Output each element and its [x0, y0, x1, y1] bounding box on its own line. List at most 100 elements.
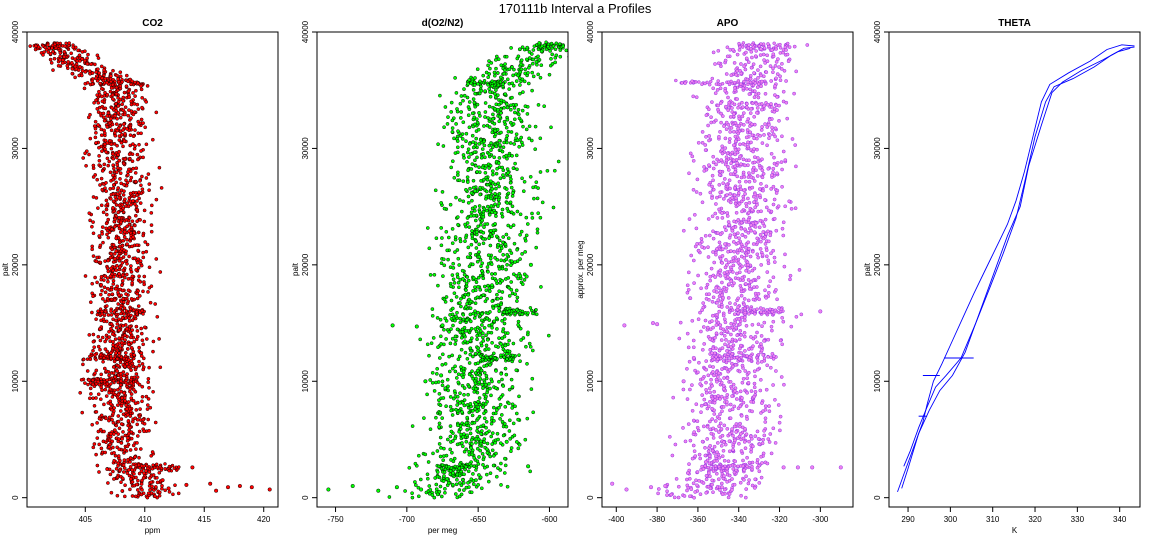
o2n2-point: [479, 178, 483, 183]
co2-point: [105, 296, 110, 301]
o2n2-point: [485, 447, 489, 452]
co2-point: [118, 360, 123, 365]
o2n2-point: [501, 168, 506, 173]
co2-point: [110, 83, 115, 87]
o2n2-point: [494, 186, 498, 191]
co2-point: [91, 332, 96, 337]
co2-point: [120, 288, 125, 293]
co2-point: [82, 86, 87, 91]
co2-point: [99, 86, 104, 91]
apo-point: [763, 404, 768, 409]
o2n2-point: [483, 89, 487, 93]
o2n2-point: [499, 258, 504, 263]
o2n2-point: [536, 211, 541, 216]
apo-point: [750, 101, 755, 106]
apo-point: [764, 387, 769, 392]
apo-point: [703, 318, 708, 323]
o2n2-point: [468, 426, 473, 431]
o2n2-point: [519, 135, 524, 140]
o2n2-point: [456, 280, 461, 285]
o2n2-point: [479, 222, 483, 227]
apo-point: [781, 149, 786, 154]
co2-point: [158, 365, 163, 370]
o2n2-point: [466, 480, 470, 485]
co2-point: [149, 453, 154, 458]
o2n2-point: [440, 236, 444, 240]
o2n2-point: [439, 494, 444, 499]
co2-point: [114, 423, 119, 428]
co2-point: [105, 266, 110, 271]
o2n2-point: [452, 389, 457, 393]
co2-point: [142, 471, 146, 476]
o2n2-point: [479, 432, 484, 436]
co2-point: [99, 282, 104, 287]
co2-point: [113, 337, 118, 341]
o2n2-point: [489, 393, 493, 398]
apo-panel: APO-400 -380 -360 -340 -320 -3000100002000030…: [576, 18, 854, 524]
o2n2-point: [535, 230, 540, 235]
o2n2-point: [434, 487, 439, 492]
o2n2-point: [460, 441, 464, 445]
apo-point: [778, 78, 783, 83]
co2-point: [98, 164, 103, 169]
apo-point: [727, 137, 732, 141]
co2-point: [127, 358, 131, 362]
co2-point: [144, 176, 149, 180]
o2n2-point: [498, 468, 503, 472]
co2-point: [107, 418, 111, 423]
co2-point: [107, 373, 111, 378]
co2-point: [92, 100, 96, 105]
co2-point: [105, 80, 109, 85]
o2n2-point: [444, 453, 449, 458]
co2-point: [121, 470, 126, 474]
o2n2-point: [488, 386, 492, 391]
o2n2-point: [455, 423, 460, 428]
co2-point: [127, 254, 131, 259]
o2n2-point: [435, 492, 440, 497]
o2n2-point: [499, 461, 503, 466]
o2n2-point: [450, 312, 455, 317]
o2n2-point: [514, 308, 519, 312]
apo-point: [773, 64, 778, 68]
o2n2-point: [437, 442, 442, 446]
o2n2-point: [471, 482, 476, 487]
o2n2-point: [499, 302, 503, 307]
apo-point: [756, 76, 760, 80]
o2n2-point: [527, 50, 532, 54]
o2n2-point: [497, 184, 501, 189]
o2n2-point: [490, 379, 494, 384]
o2n2-point: [477, 242, 482, 247]
apo-point: [738, 480, 743, 485]
co2-point: [111, 163, 116, 168]
apo-point: [703, 445, 707, 450]
apo-point: [736, 105, 740, 110]
apo-point: [780, 134, 784, 139]
co2-point: [123, 197, 127, 202]
co2-point: [149, 211, 154, 215]
apo-point: [722, 396, 727, 401]
o2n2-point: [497, 306, 501, 311]
co2-point: [114, 180, 119, 185]
o2n2-point: [476, 348, 480, 353]
co2-point: [111, 243, 116, 247]
co2-point: [111, 278, 116, 283]
co2-point: [131, 199, 135, 203]
o2n2-point: [461, 98, 465, 103]
o2n2-point: [485, 316, 490, 321]
o2n2-point: [475, 120, 480, 125]
co2-point: [132, 471, 136, 476]
co2-point: [69, 60, 74, 65]
co2-point: [125, 301, 130, 306]
o2n2-point: [473, 189, 477, 193]
o2n2-point: [466, 469, 471, 474]
apo-point: [755, 174, 760, 178]
co2-point: [140, 95, 145, 100]
o2n2-point: [481, 237, 486, 241]
co2-point: [112, 458, 117, 463]
co2-point: [103, 309, 108, 314]
o2n2-point: [481, 276, 486, 281]
o2n2-point: [431, 451, 435, 456]
co2-point: [126, 277, 131, 281]
o2n2-point: [453, 342, 458, 346]
o2n2-point: [518, 359, 522, 364]
